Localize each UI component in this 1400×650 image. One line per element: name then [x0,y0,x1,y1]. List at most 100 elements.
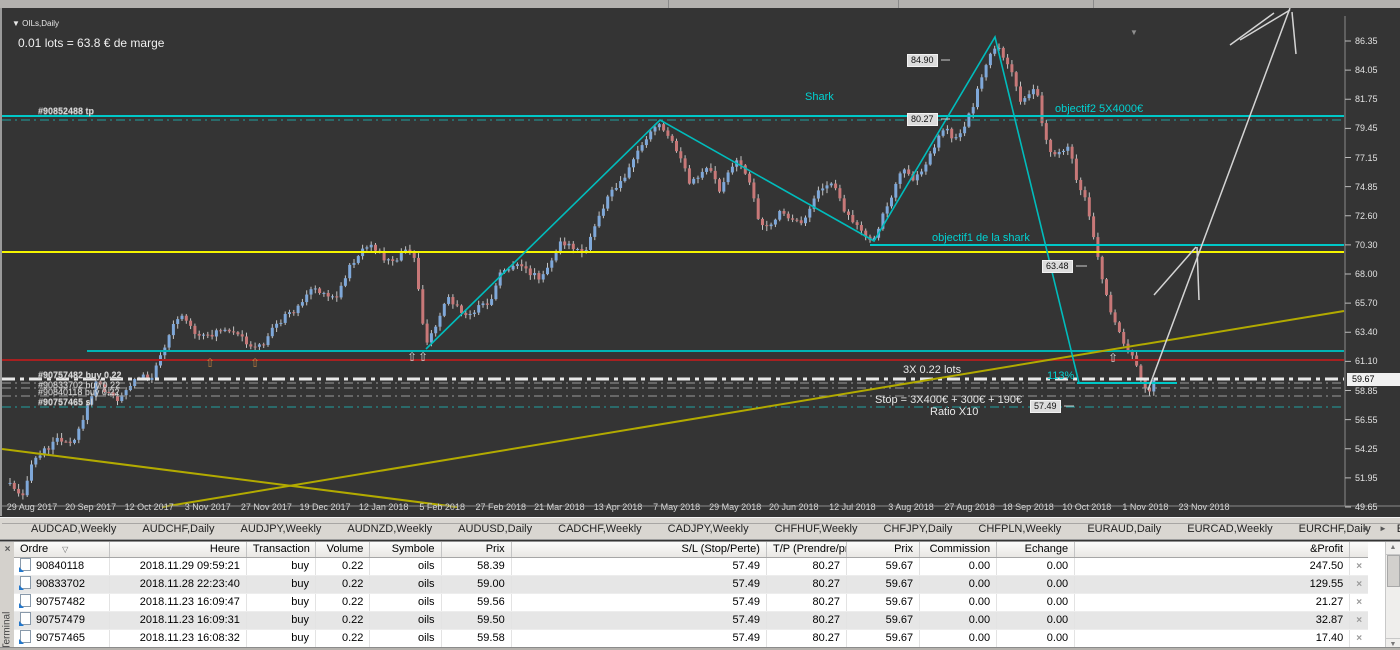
column-header-heure[interactable]: Heure [110,542,247,557]
tab-scroll-right-icon[interactable]: ► [1379,524,1387,533]
close-order-icon[interactable]: × [1356,561,1363,572]
close-order-icon[interactable]: × [1356,633,1363,644]
column-header-prix[interactable]: Prix [442,542,512,557]
order-row-90833702[interactable]: 90833702 2018.11.28 22:23:40 buy 0.22 oils 59… [14,576,1368,594]
order-row-90757465[interactable]: 90757465 2018.11.23 16:08:32 buy 0.22 oils 59… [14,630,1368,648]
order-row-90840118[interactable]: 90840118 2018.11.29 09:59:21 buy 0.22 oils 58… [14,558,1368,576]
close-order-icon[interactable]: × [1356,597,1363,608]
date-axis-label: 29 May 2018 [709,502,762,512]
cell-commission: 0.00 [920,576,998,593]
cell-s-l-stop-perte-: 57.49 [512,558,768,575]
symbol-tab-chfjpy[interactable]: CHFJPY,Daily [883,522,953,535]
cell-volume: 0.22 [316,630,371,647]
cell-symbole: oils [370,630,442,647]
cell-prix: 59.67 [847,558,921,575]
cell-prix: 59.56 [442,594,512,611]
cell-prix: 59.67 [847,594,921,611]
chart-drawing-layer [2,8,1400,524]
price-axis-label: 86.35 [1355,36,1378,46]
chart-window-title[interactable]: ▼ OILs,Daily [12,19,60,28]
sketch-arrow-line [1291,11,1297,55]
cell-echange: 0.00 [997,630,1076,647]
symbol-tab-chfpln[interactable]: CHFPLN,Weekly [978,522,1062,535]
column-header-prix[interactable]: Prix [847,542,921,557]
column-header-volume[interactable]: Volume [316,542,371,557]
close-order-icon[interactable]: × [1356,579,1363,590]
cell-t-p-prendre-profit-: 80.27 [767,558,848,575]
price-box-5749: 57.49 [1030,400,1061,413]
terminal-close-button[interactable]: × [4,544,11,555]
date-axis-label: 1 Nov 2018 [1122,502,1169,512]
column-header-t-p-prendre-profit-[interactable]: T/P (Prendre/profit) [767,542,847,557]
symbol-tab-audnzd[interactable]: AUDNZD,Weekly [347,522,433,535]
symbol-tab-cadjpy[interactable]: CADJPY,Weekly [667,522,749,535]
cell-t-p-prendre-profit-: 80.27 [767,576,848,593]
cell-ordre: 90840118 [14,558,110,575]
buy-signal-arrow-icon: ⇧ [250,356,261,370]
date-axis-label: 3 Aug 2018 [888,502,934,512]
cell-commission: 0.00 [920,612,998,629]
scrollbar-thumb[interactable] [1387,555,1400,587]
chart-dropdown-icon[interactable]: ▼ [1130,28,1138,37]
header-spacer [1350,542,1368,557]
column-header--profit[interactable]: &Profit [1075,542,1351,557]
symbol-tab-cadchf[interactable]: CADCHF,Weekly [558,522,642,535]
buy-label-2: #90833702 buy 0.22 [38,380,121,390]
symbol-tab-eurchf[interactable]: EURCHF,Daily [1298,522,1371,535]
buy-signal-arrow-icon: ⇧ [418,350,429,364]
symbol-tab-eurcad[interactable]: EURCAD,Weekly [1187,522,1273,535]
price-axis-label: 84.05 [1355,65,1378,76]
date-axis-label: 27 Aug 2018 [944,502,995,512]
cell-s-l-stop-perte-: 57.49 [512,594,768,611]
tab-scroll-left-icon[interactable]: ◄ [1361,524,1369,533]
symbol-tab-audcad[interactable]: AUDCAD,Weekly [31,522,117,535]
column-header-transaction[interactable]: Transaction [247,542,316,557]
column-header-echange[interactable]: Echange [997,542,1076,557]
price-axis-label: 81.75 [1355,94,1378,105]
chart-canvas[interactable]: ▼ OILs,Daily 0.01 lots = 63.8 € de marge… [0,8,1400,524]
date-axis-label: 10 Oct 2018 [1062,502,1112,512]
cell-echange: 0.00 [997,594,1076,611]
column-header-symbole[interactable]: Symbole [370,542,442,557]
sort-indicator-icon: ▽ [62,545,69,554]
cell-echange: 0.00 [997,576,1076,593]
price-axis-label: 51.95 [1355,472,1378,483]
cell-t-p-prendre-profit-: 80.27 [767,612,848,629]
cell--profit: 17.40 [1075,630,1351,647]
sketch-arrow-line [1196,246,1200,301]
symbol-tab-audusd[interactable]: AUDUSD,Daily [458,522,533,535]
objectif1-label: objectif1 de la shark [932,232,1030,244]
column-header-ordre[interactable]: Ordre ▽ [14,542,110,557]
date-axis-label: 27 Nov 2017 [240,502,292,512]
yellow-trend-asc [161,310,1345,508]
symbol-tab-chfhuf[interactable]: CHFHUF,Weekly [774,522,858,535]
cell-heure: 2018.11.28 22:23:40 [110,576,247,593]
cell--profit: 247.50 [1075,558,1351,575]
cell-transaction: buy [247,558,317,575]
candlestick-series [8,43,1156,500]
sketch-arrow-line [1153,246,1197,296]
terminal-caption: Terminal [1,611,13,650]
scrollbar-up-icon[interactable]: ▲ [1386,542,1400,555]
price-axis-label: 77.15 [1355,152,1378,163]
sketch-arrow-line [1239,9,1291,41]
symbol-tab-eurgbp[interactable]: EURGBP,Daily [1384,518,1400,539]
column-header-s-l-stop-perte-[interactable]: S/L (Stop/Perte) [512,542,767,557]
symbol-tab-audchf[interactable]: AUDCHF,Daily [142,522,215,535]
date-axis-label: 20 Sep 2017 [65,502,117,512]
order-row-90757482[interactable]: 90757482 2018.11.23 16:09:47 buy 0.22 oils 59… [14,594,1368,612]
cell-ordre: 90833702 [14,576,110,593]
cell-s-l-stop-perte-: 57.49 [512,612,768,629]
price-axis-label: 63.40 [1355,327,1378,338]
terminal-scrollbar[interactable]: ▲ ▼ [1385,542,1400,650]
close-order-icon[interactable]: × [1356,615,1363,626]
column-header-commission[interactable]: Commission [920,542,998,557]
scrollbar-down-icon[interactable]: ▼ [1386,638,1400,650]
price-axis-label: 79.45 [1355,123,1378,134]
order-row-90757479[interactable]: 90757479 2018.11.23 16:09:31 buy 0.22 oils 59… [14,612,1368,630]
cell-transaction: buy [247,612,317,629]
symbol-tab-audjpy[interactable]: AUDJPY,Weekly [240,522,322,535]
price-box-6348: 63.48 [1042,260,1073,273]
symbol-tab-euraud[interactable]: EURAUD,Daily [1087,522,1162,535]
price-axis-label: 49.65 [1355,502,1378,512]
